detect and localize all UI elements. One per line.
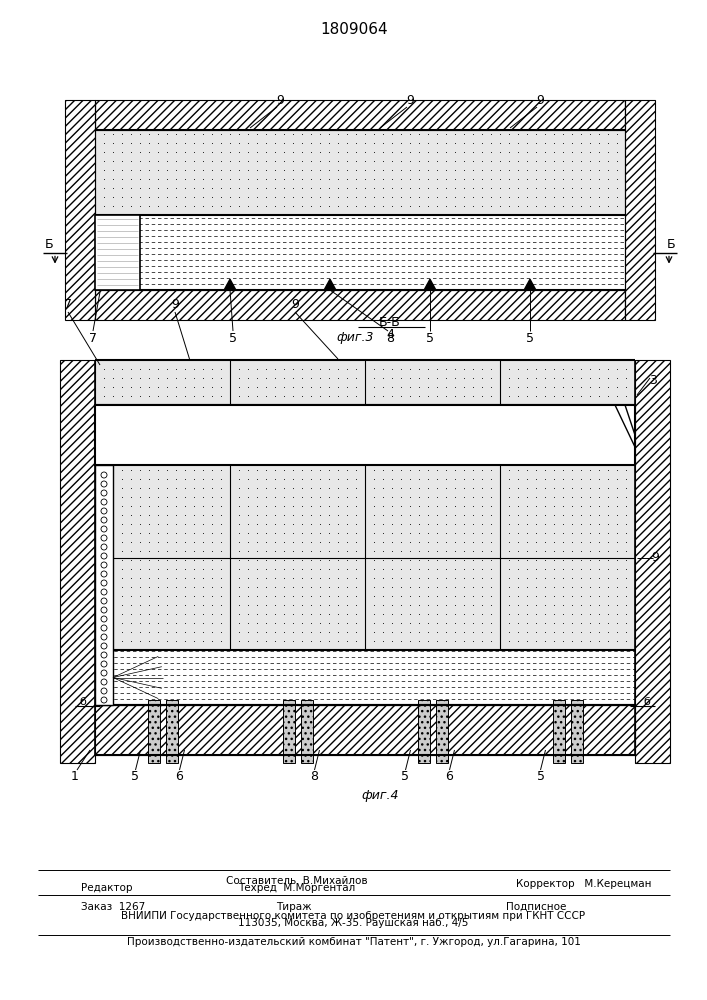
Text: 9: 9 bbox=[171, 298, 179, 312]
Text: 113035, Москва, Ж-35. Раушская наб., 4/5: 113035, Москва, Ж-35. Раушская наб., 4/5 bbox=[238, 918, 469, 928]
Bar bbox=[60, 360, 95, 763]
Polygon shape bbox=[524, 279, 536, 290]
Bar bbox=[300, 700, 312, 763]
Text: 6: 6 bbox=[445, 770, 453, 784]
Text: 3: 3 bbox=[649, 373, 657, 386]
Bar bbox=[95, 130, 625, 215]
Text: 9: 9 bbox=[291, 298, 299, 312]
Text: Техред  М.Моргентал: Техред М.Моргентал bbox=[238, 883, 356, 893]
Bar bbox=[571, 700, 583, 763]
Text: фиг.3: фиг.3 bbox=[337, 332, 374, 344]
Text: Редактор: Редактор bbox=[81, 883, 133, 893]
Text: Составитель  В.Михайлов: Составитель В.Михайлов bbox=[226, 876, 368, 886]
Bar bbox=[148, 700, 160, 763]
Bar bbox=[95, 100, 625, 130]
Text: 1: 1 bbox=[71, 770, 79, 784]
Text: 8: 8 bbox=[310, 770, 318, 784]
Bar bbox=[95, 705, 635, 755]
Text: 8: 8 bbox=[386, 332, 394, 344]
Text: 7: 7 bbox=[89, 332, 97, 344]
Text: Б: Б bbox=[667, 238, 675, 251]
Bar bbox=[418, 700, 429, 763]
Text: б: б bbox=[80, 697, 86, 707]
Text: Тираж: Тираж bbox=[276, 902, 311, 912]
Text: б: б bbox=[643, 697, 650, 707]
Text: Б-Б: Б-Б bbox=[379, 316, 401, 328]
Bar bbox=[635, 360, 670, 763]
Text: 9: 9 bbox=[651, 551, 659, 564]
Text: Производственно-издательский комбинат "Патент", г. Ужгород, ул.Гагарина, 101: Производственно-издательский комбинат "П… bbox=[127, 937, 580, 947]
Bar bbox=[65, 100, 95, 320]
Text: ВНИИПИ Государственного комитета по изобретениям и открытиям при ГКНТ СССР: ВНИИПИ Государственного комитета по изоб… bbox=[122, 911, 585, 921]
Bar bbox=[95, 650, 635, 705]
Text: Заказ  1267: Заказ 1267 bbox=[81, 902, 146, 912]
Text: 9: 9 bbox=[406, 95, 414, 107]
Text: 5: 5 bbox=[132, 770, 139, 784]
Polygon shape bbox=[224, 279, 236, 290]
Text: 5: 5 bbox=[402, 770, 409, 784]
Polygon shape bbox=[324, 279, 336, 290]
Text: 9: 9 bbox=[536, 95, 544, 107]
Bar bbox=[95, 465, 113, 705]
Bar bbox=[95, 360, 635, 405]
Text: 4: 4 bbox=[386, 328, 394, 342]
Text: 9: 9 bbox=[276, 95, 284, 107]
Text: фиг.4: фиг.4 bbox=[361, 788, 399, 802]
Bar bbox=[552, 700, 564, 763]
Bar bbox=[95, 290, 625, 320]
Bar bbox=[625, 100, 655, 320]
Bar bbox=[95, 405, 635, 465]
Text: 1809064: 1809064 bbox=[320, 22, 388, 37]
Bar bbox=[283, 700, 295, 763]
Text: Подписное: Подписное bbox=[506, 902, 566, 912]
Bar bbox=[165, 700, 177, 763]
Text: 5: 5 bbox=[426, 332, 434, 344]
Text: 6: 6 bbox=[175, 770, 183, 784]
Text: 7: 7 bbox=[64, 298, 72, 312]
Text: Корректор   М.Керецман: Корректор М.Керецман bbox=[516, 879, 652, 889]
Text: 5: 5 bbox=[526, 332, 534, 344]
Bar bbox=[95, 215, 625, 290]
Text: 5: 5 bbox=[537, 770, 544, 784]
Bar bbox=[95, 465, 635, 650]
Bar bbox=[436, 700, 448, 763]
Text: Б: Б bbox=[45, 238, 53, 251]
Bar bbox=[95, 215, 140, 290]
Text: 5: 5 bbox=[229, 332, 237, 344]
Polygon shape bbox=[424, 279, 436, 290]
